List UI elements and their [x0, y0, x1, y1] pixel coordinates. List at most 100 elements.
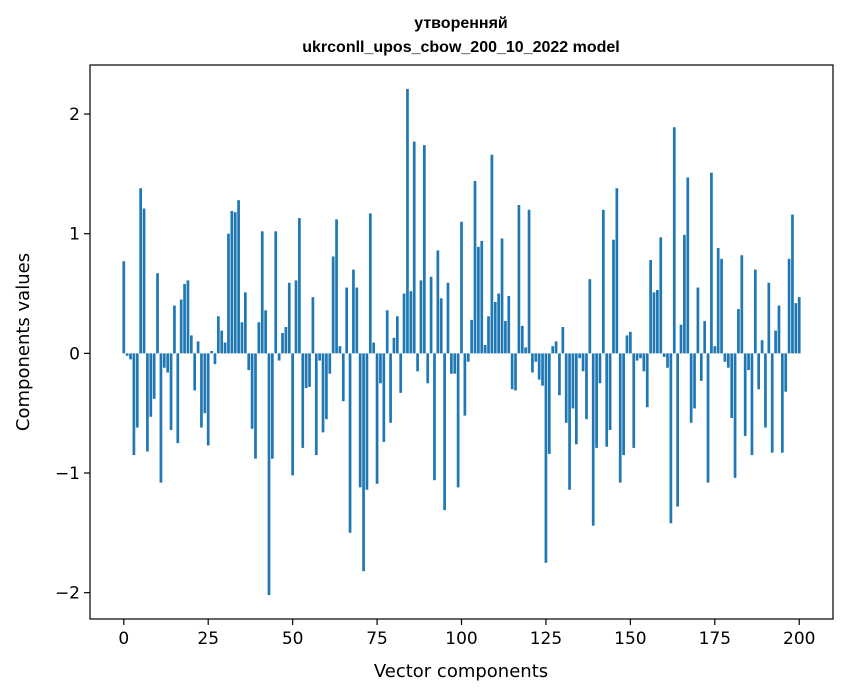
bar-50 [291, 353, 294, 476]
bar-199 [794, 303, 798, 354]
bar-86 [412, 141, 416, 354]
bar-150 [629, 331, 632, 354]
bar-24 [203, 353, 207, 414]
bar-60 [325, 353, 328, 420]
bar-132 [568, 353, 571, 490]
bar-98 [453, 353, 457, 374]
bar-130 [561, 327, 565, 354]
bar-187 [753, 269, 757, 354]
bar-114 [507, 295, 511, 354]
chart-title: утворенняй ukrconll_upos_cbow_200_10_202… [302, 15, 619, 56]
bar-115 [510, 353, 514, 390]
bar-69 [355, 287, 359, 354]
bar-170 [696, 287, 700, 354]
bar-154 [642, 353, 646, 372]
bar-179 [726, 353, 730, 368]
bar-105 [477, 246, 480, 354]
bar-47 [281, 333, 284, 354]
bar-88 [419, 280, 423, 354]
bar-172 [703, 321, 707, 354]
bar-53 [301, 353, 305, 448]
bar-44 [271, 353, 274, 459]
bar-197 [787, 258, 791, 354]
bar-200 [797, 297, 801, 354]
bar-38 [250, 353, 254, 429]
bar-77 [382, 353, 386, 442]
bar-26 [210, 350, 213, 354]
x-tick-label: 25 [197, 629, 219, 649]
bar-190 [764, 353, 767, 428]
bar-96 [446, 282, 450, 354]
bar-54 [304, 353, 308, 389]
bar-85 [409, 291, 413, 354]
bar-164 [676, 353, 679, 507]
bar-184 [743, 353, 747, 436]
bar-32 [230, 210, 234, 354]
bar-56 [311, 297, 315, 354]
bar-102 [466, 353, 470, 362]
bar-95 [443, 353, 446, 511]
y-tick-label: −1 [55, 464, 80, 484]
bar-55 [308, 353, 311, 387]
bar-13 [166, 353, 170, 373]
chart-title-line-1: утворенняй [414, 15, 508, 32]
bar-173 [706, 353, 710, 483]
bar-40 [257, 322, 261, 354]
bar-57 [314, 353, 318, 456]
bar-121 [531, 353, 534, 373]
bar-93 [436, 250, 440, 354]
bar-118 [520, 325, 524, 354]
bar-91 [429, 276, 433, 354]
bar-125 [544, 353, 548, 563]
bar-23 [200, 353, 203, 428]
bar-136 [581, 353, 585, 372]
bar-8 [149, 353, 153, 417]
bar-90 [426, 353, 430, 384]
bar-92 [433, 353, 436, 481]
bar-108 [487, 316, 490, 354]
bar-3 [132, 353, 136, 456]
bar-149 [625, 335, 629, 354]
bar-183 [740, 255, 744, 354]
bar-104 [473, 181, 477, 354]
bar-110 [493, 301, 497, 354]
x-axis-label: Vector components [374, 661, 548, 682]
bar-4 [135, 353, 139, 428]
x-axis: 0 25 50 75 100 125 150 175 200 [118, 619, 815, 649]
bar-12 [162, 353, 166, 368]
bar-71 [362, 353, 365, 572]
bar-107 [483, 344, 487, 354]
bar-152 [635, 353, 639, 361]
bar-112 [500, 238, 504, 354]
bar-116 [514, 353, 517, 391]
bar-168 [689, 353, 693, 423]
bar-101 [463, 353, 467, 416]
bar-19 [186, 280, 190, 354]
bar-186 [750, 353, 754, 456]
bar-117 [517, 205, 521, 354]
bar-103 [470, 319, 473, 354]
bar-35 [240, 322, 244, 354]
bar-14 [169, 353, 173, 430]
bar-140 [595, 353, 598, 448]
bar-146 [615, 188, 619, 354]
bar-159 [659, 237, 663, 354]
bar-122 [534, 353, 538, 362]
bar-109 [490, 154, 494, 354]
bar-134 [574, 353, 578, 445]
bar-145 [612, 239, 615, 354]
bar-94 [439, 298, 443, 354]
y-axis: −2 −1 0 1 2 [55, 105, 90, 604]
bar-29 [220, 330, 224, 354]
x-tick-label: 75 [366, 629, 388, 649]
bar-148 [622, 353, 625, 456]
bar-48 [284, 327, 288, 354]
bar-81 [395, 316, 399, 354]
x-tick-label: 150 [614, 629, 646, 649]
bar-41 [260, 231, 264, 354]
bar-22 [196, 341, 200, 354]
bar-61 [328, 353, 332, 374]
bar-129 [558, 353, 561, 396]
bar-1 [125, 353, 129, 356]
